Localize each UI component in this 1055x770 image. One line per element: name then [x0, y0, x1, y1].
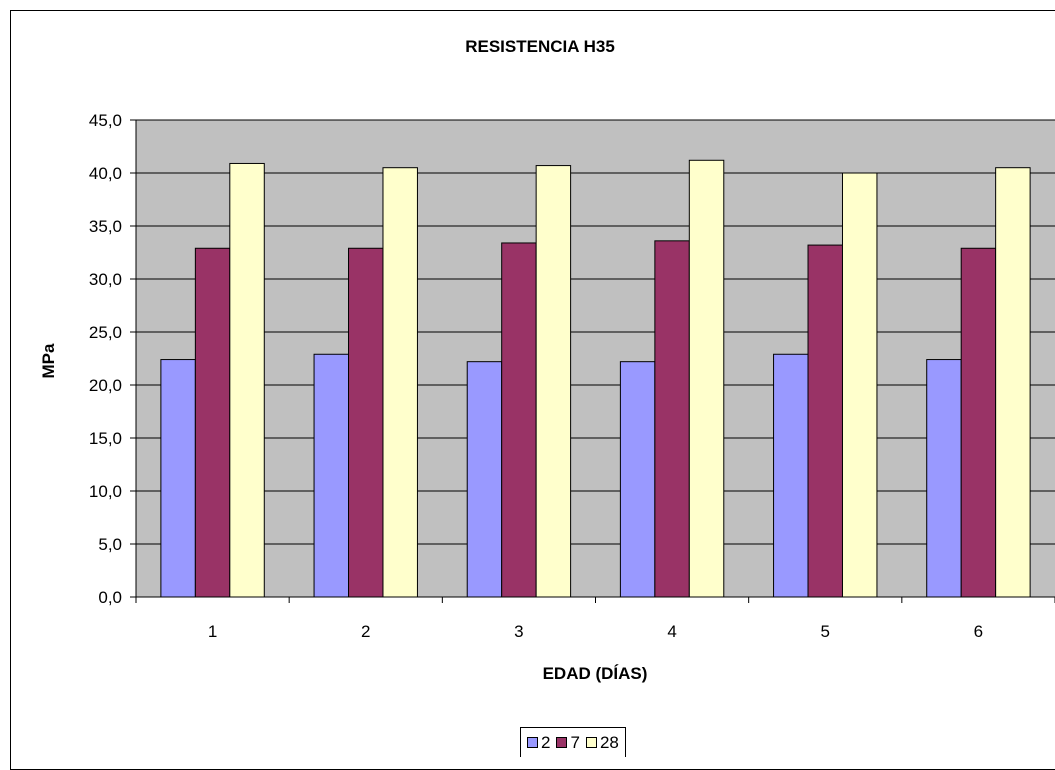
x-tick-label: 5 — [821, 622, 830, 641]
bar-series-7-cat-1 — [194, 247, 231, 598]
bar-series-28-cat-4 — [688, 159, 725, 598]
bar-series-7-cat-4 — [654, 240, 690, 598]
chart-title: RESISTENCIA H35 — [465, 37, 615, 56]
bar-series-7-cat-6 — [960, 247, 997, 598]
legend-label: 7 — [570, 732, 580, 752]
y-tick-label: 20,0 — [89, 376, 122, 395]
x-tick-label: 4 — [667, 622, 676, 641]
bar-series-28-cat-3 — [535, 165, 572, 598]
y-tick-label: 15,0 — [89, 429, 122, 448]
x-axis-title: EDAD (DÍAS) — [543, 664, 648, 683]
bar-series-28-cat-2 — [382, 167, 418, 598]
x-tick-label: 1 — [208, 622, 217, 641]
y-tick-label: 35,0 — [89, 217, 122, 236]
bar-series-2-cat-6 — [926, 359, 962, 598]
y-axis-title: MPa — [39, 343, 58, 379]
x-tick-label: 3 — [514, 622, 523, 641]
bar-series-28-cat-6 — [995, 167, 1031, 598]
bar-series-2-cat-1 — [160, 359, 196, 598]
bar-series-28-cat-5 — [841, 172, 878, 598]
bar-series-7-cat-2 — [348, 247, 384, 598]
y-tick-label: 0,0 — [98, 588, 122, 607]
bar-series-28-cat-1 — [229, 162, 265, 598]
bar-series-7-cat-5 — [807, 244, 843, 598]
legend-swatch — [527, 737, 538, 748]
legend-label: 28 — [599, 732, 619, 752]
y-tick-label: 40,0 — [89, 164, 122, 183]
legend-swatch — [585, 737, 597, 748]
bar-series-7-cat-3 — [501, 242, 537, 598]
x-tick-label: 2 — [361, 622, 370, 641]
bar-series-2-cat-3 — [466, 361, 503, 598]
plot-area — [136, 120, 1055, 597]
bar-series-2-cat-4 — [619, 361, 656, 598]
legend-swatch — [556, 737, 568, 748]
y-tick-label: 30,0 — [89, 270, 122, 289]
legend-entry: 28 — [585, 732, 619, 753]
axes: 0,0 5,0 10,0 15,0 20,0 25,0 30,0 35,0 40,0 45,0 1 2… — [89, 111, 1055, 641]
y-tick-label: 10,0 — [89, 482, 122, 501]
x-tick-label: 6 — [974, 622, 983, 641]
legend: 2 7 28 — [520, 727, 626, 757]
legend-entry: 7 — [556, 732, 580, 753]
y-tick-label: 5,0 — [98, 535, 122, 554]
y-tick-label: 45,0 — [89, 111, 122, 130]
bars — [160, 159, 1031, 598]
legend-label: 2 — [541, 732, 551, 752]
bar-series-2-cat-2 — [313, 353, 350, 598]
y-tick-label: 25,0 — [89, 323, 122, 342]
legend-entry: 2 — [527, 733, 550, 753]
bar-series-2-cat-5 — [773, 353, 809, 598]
